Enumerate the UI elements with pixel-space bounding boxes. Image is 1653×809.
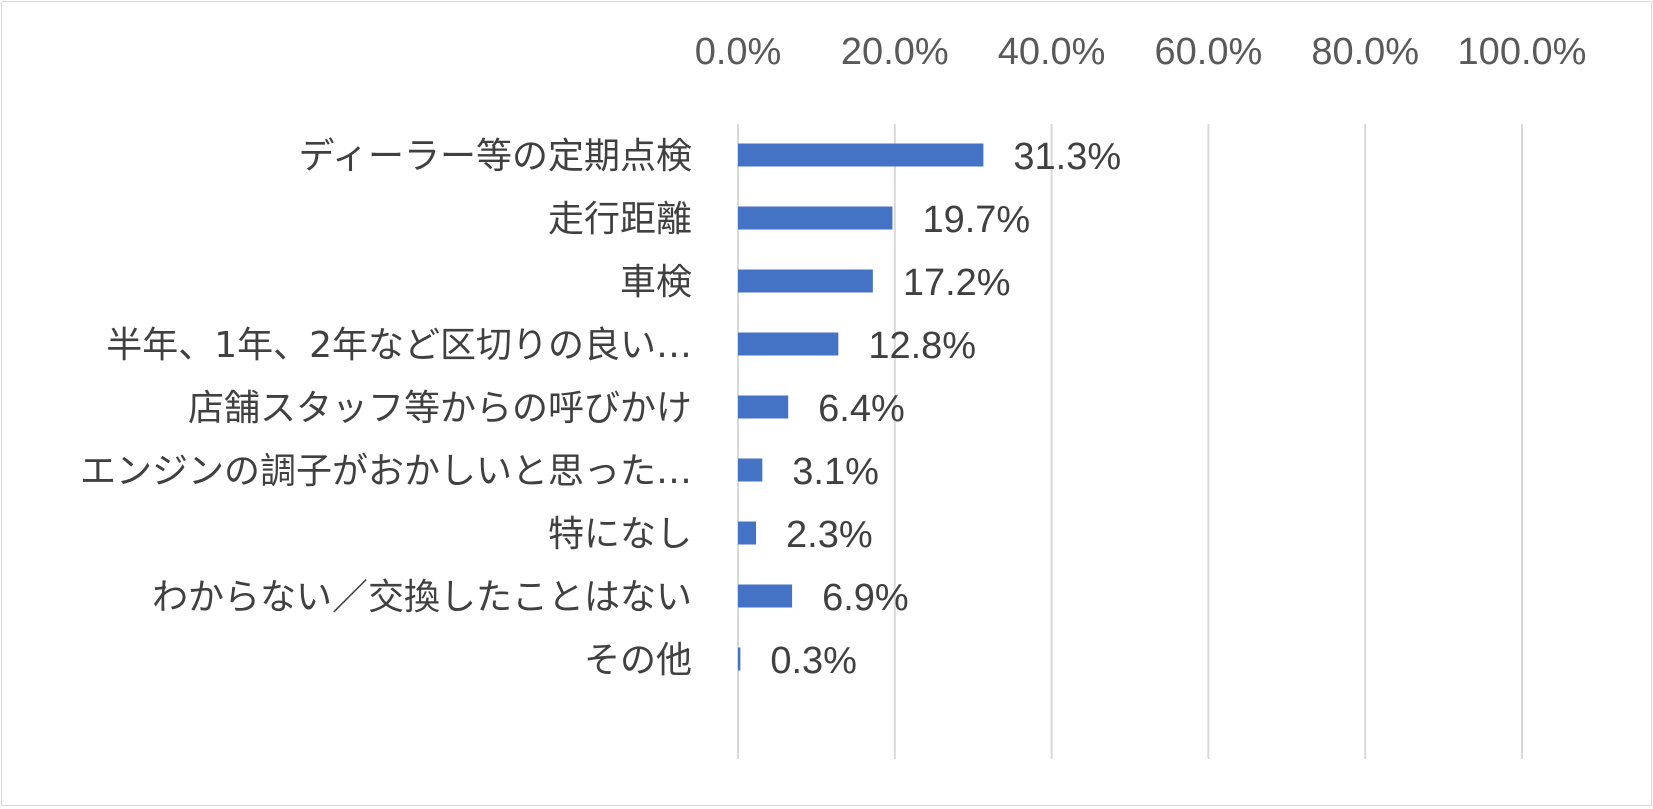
data-label: 12.8% [868,325,976,367]
data-label: 6.4% [818,388,905,430]
data-label: 17.2% [903,262,1011,304]
category-label: 車検 [620,262,692,303]
data-labels: 31.3% 19.7% 17.2% 12.8% 6.4% 3.1% 2.3% 6.9% 0.3% [770,136,1121,682]
bar [738,521,757,545]
data-label: 19.7% [922,199,1030,241]
bars [738,143,984,671]
bar [738,332,839,356]
bar [738,458,763,482]
x-tick-label: 0.0% [695,31,782,73]
data-label: 2.3% [786,514,873,556]
category-label: エンジンの調子がおかしいと思った… [80,451,692,492]
data-label: 3.1% [792,451,879,493]
category-label: 特になし [548,514,692,555]
category-label: 半年、1年、2年など区切りの良い… [106,325,692,366]
x-tick-label: 20.0% [841,31,949,73]
x-tick-label: 40.0% [998,31,1106,73]
category-label: 店舗スタッフ等からの呼びかけ [188,388,692,429]
bar [738,143,984,167]
category-label: わからない／交換したことはない [152,577,692,618]
x-axis-ticks: 0.0% 20.0% 40.0% 60.0% 80.0% 100.0% [695,31,1587,73]
bar [738,395,789,419]
bar [738,584,793,608]
x-tick-label: 80.0% [1311,31,1419,73]
category-label: ディーラー等の定期点検 [299,136,692,177]
category-label: 走行距離 [548,199,692,240]
x-tick-label: 100.0% [1458,31,1587,73]
data-label: 31.3% [1013,136,1121,178]
x-tick-label: 60.0% [1155,31,1263,73]
bar [738,206,893,230]
data-label: 0.3% [770,640,857,682]
bar [738,647,741,671]
category-label: その他 [584,640,692,681]
data-label: 6.9% [822,577,909,619]
bar [738,269,873,293]
